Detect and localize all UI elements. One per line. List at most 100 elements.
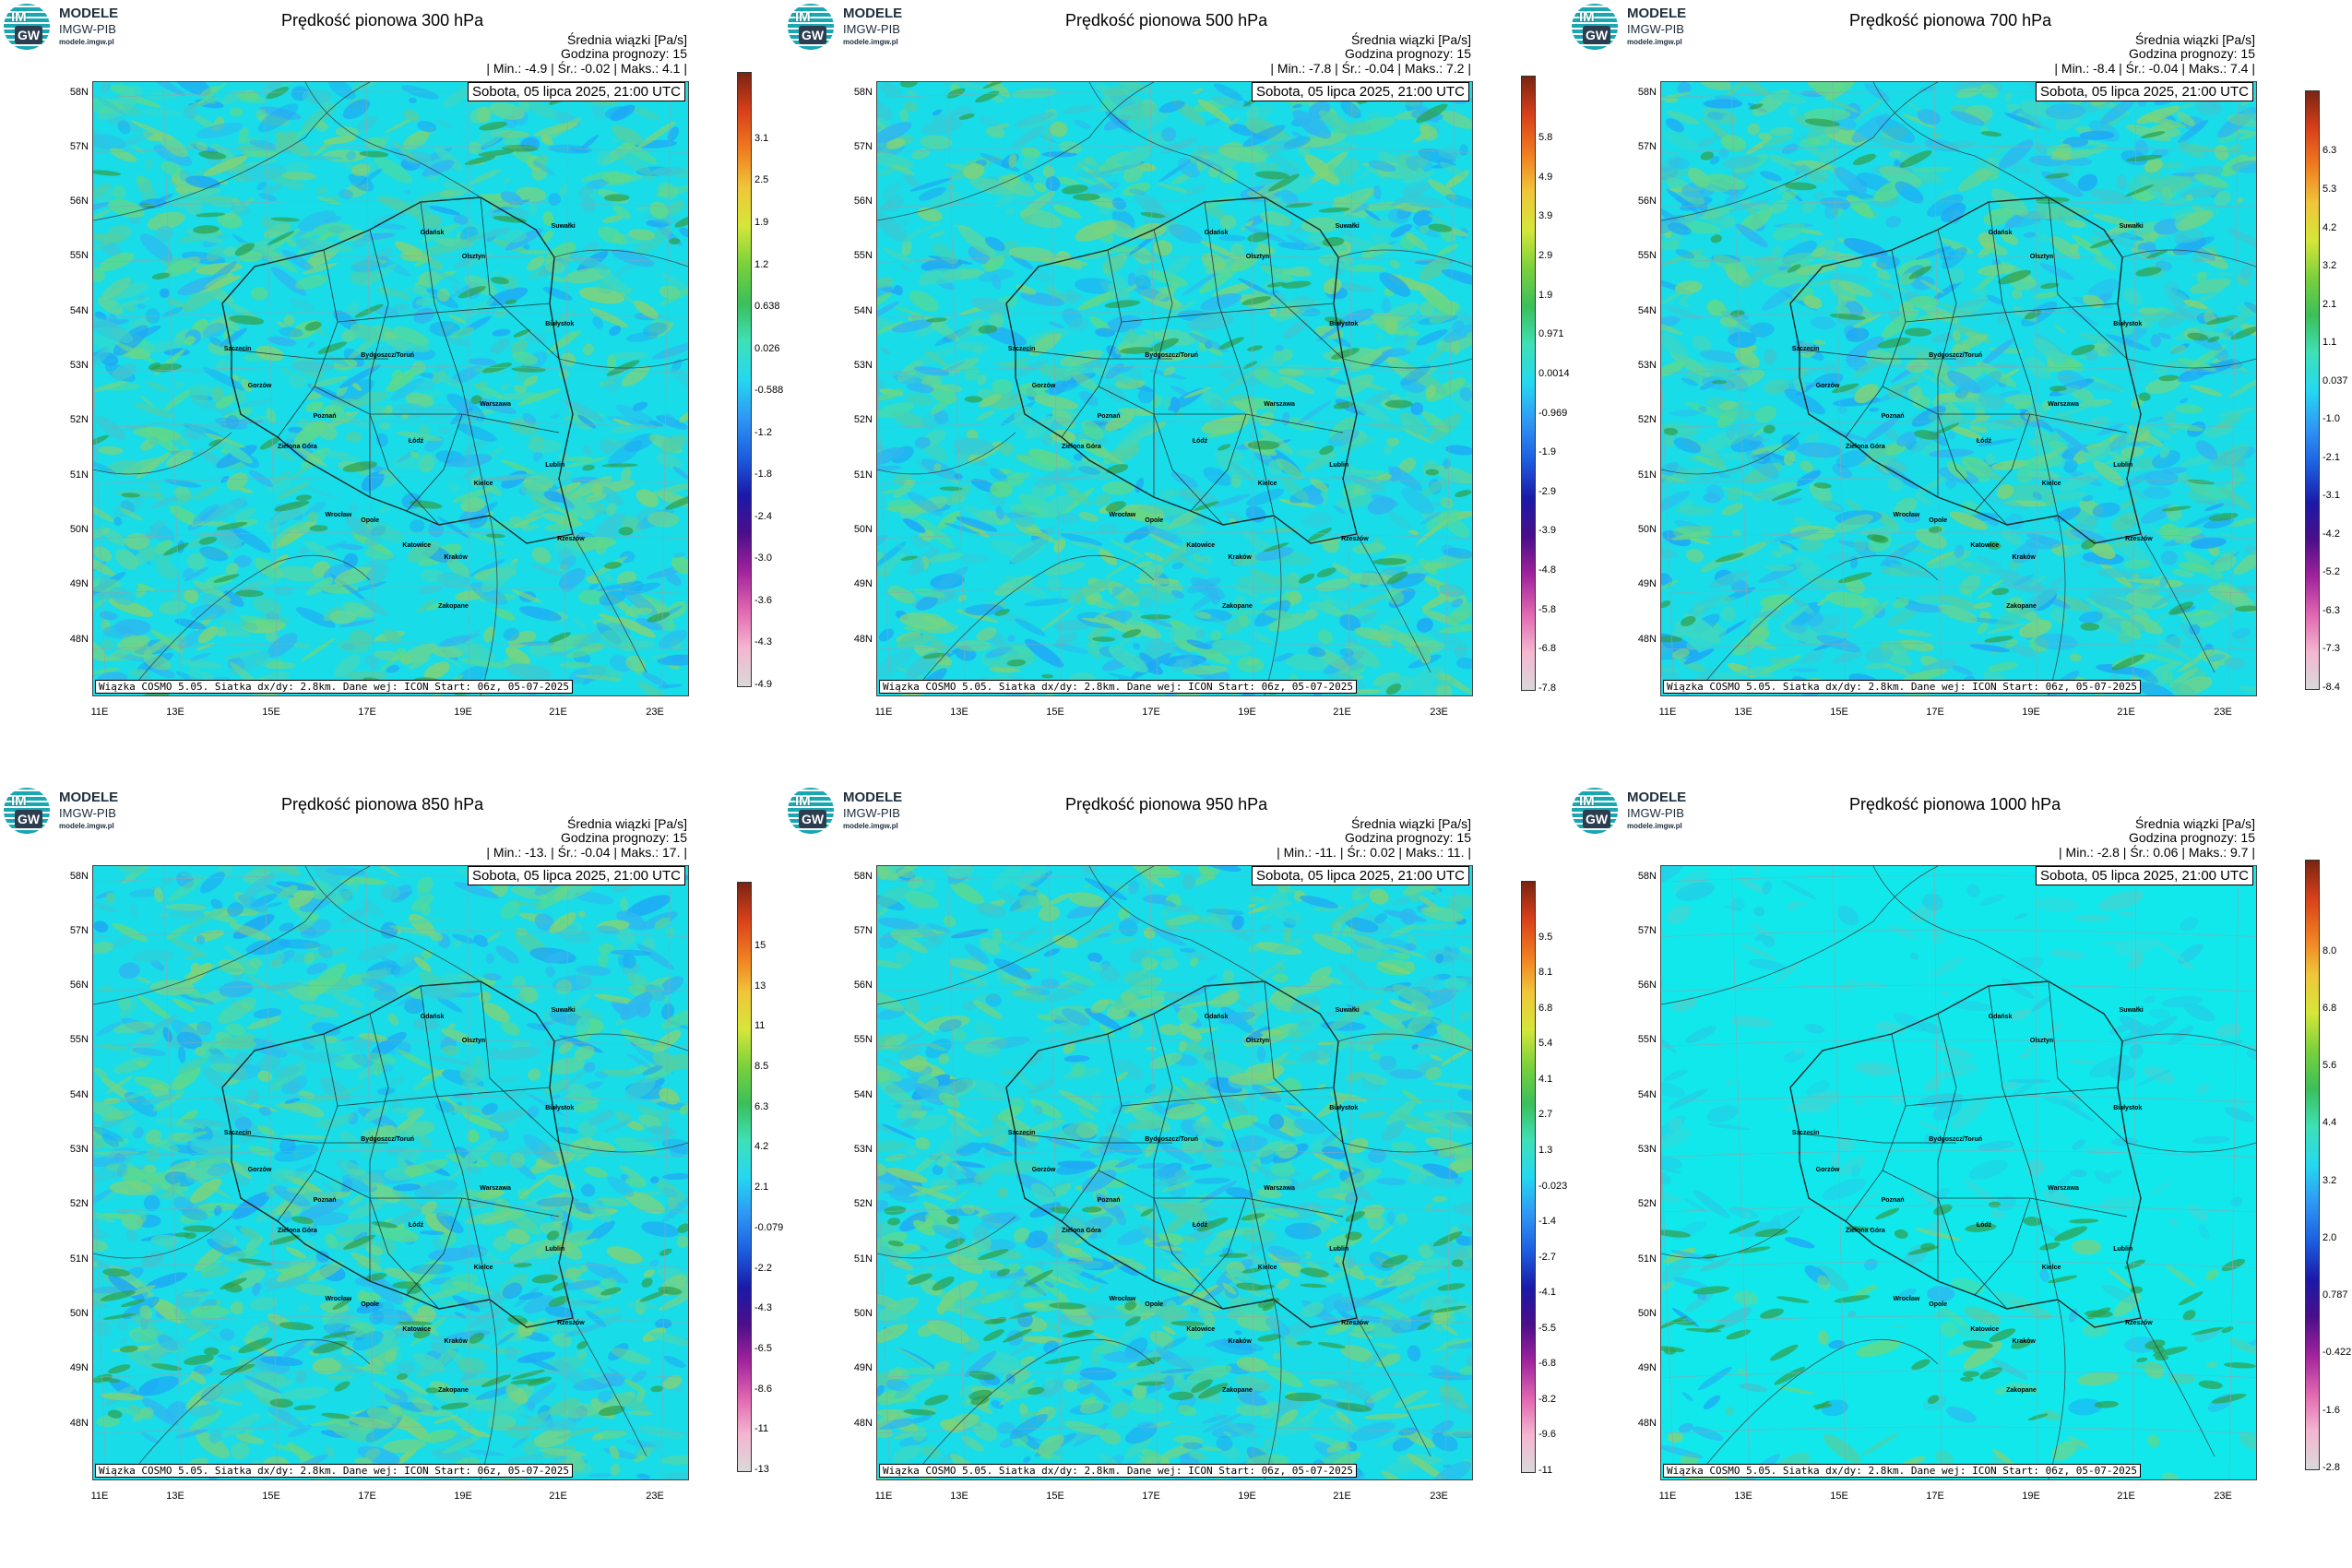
logo-im-text: IM [1579, 793, 1595, 809]
lat-label: 57N [69, 925, 89, 936]
lat-label: 49N [69, 578, 89, 589]
units-info: Średnia wiązki [Pa/s] Godzina prognozy: 1… [1345, 817, 1471, 845]
city-label-suwalki: Suwałki [551, 222, 576, 230]
map-area: Gdańsk Olsztyn Suwałki Szczecin Białystok Byd… [1660, 81, 2257, 696]
lat-label: 54N [853, 1089, 873, 1100]
stats-line: | Min.: -7.8 | Śr.: -0.04 | Maks.: 7.2 | [1270, 61, 1471, 76]
colorbar-tick-label: 1.9 [1538, 289, 1553, 301]
lat-label: 48N [853, 634, 873, 645]
colorbar-tick-label: 8.5 [754, 1061, 769, 1072]
colorbar-tick-label: -1.8 [754, 469, 772, 481]
lat-label: 48N [69, 634, 89, 645]
forecast-panel: IM GW MODELE IMGW-PIB modele.imgw.pl Prędkość… [784, 784, 1568, 1568]
colorbar [737, 882, 752, 1472]
units-info: Średnia wiązki [Pa/s] Godzina prognozy: 1… [561, 33, 687, 61]
city-label-bialystok: Białystok [2113, 1105, 2143, 1112]
city-label-poznan: Poznań [313, 1197, 337, 1205]
lat-label: 53N [853, 360, 873, 371]
forecast-hour: Godzina prognozy: 15 [1345, 46, 1471, 61]
logo-im-text: IM [795, 793, 811, 809]
logo-gw-text: GW [1583, 810, 1610, 828]
city-label-suwalki: Suwałki [1335, 1006, 1360, 1014]
lon-label: 11E [90, 1491, 109, 1502]
colorbar-tick-label: -1.0 [2322, 413, 2340, 425]
logo-im-text: IM [1579, 9, 1595, 25]
city-label-zielona-gora: Zielona Góra [277, 444, 317, 451]
colorbar-tick-label: -6.8 [1538, 1358, 1556, 1370]
city-label-opole: Opole [361, 1301, 380, 1309]
city-label-poznan: Poznań [1097, 413, 1121, 421]
city-label-wroclaw: Wrocław [1893, 1295, 1920, 1302]
city-label-warszawa: Warszawa [2048, 400, 2079, 408]
city-label-kielce: Kielce [2041, 1265, 2061, 1272]
lat-label: 58N [853, 871, 873, 882]
lat-label: 48N [1637, 1418, 1657, 1429]
colorbar-tick-label: -8.4 [2322, 682, 2340, 693]
logo-url: modele.imgw.pl [1627, 822, 1682, 830]
forecast-panel: IM GW MODELE IMGW-PIB modele.imgw.pl Prędkość… [1568, 0, 2352, 784]
logo-url: modele.imgw.pl [59, 38, 114, 46]
lon-label: 17E [1142, 1491, 1160, 1502]
logo-subtitle: IMGW-PIB [1627, 806, 1684, 820]
colorbar-tick-label: 2.5 [754, 174, 769, 186]
logo-subtitle: IMGW-PIB [59, 22, 116, 36]
forecast-panel: IM GW MODELE IMGW-PIB modele.imgw.pl Prędkość… [0, 0, 784, 784]
city-label-krakow: Kraków [1228, 1338, 1252, 1346]
lat-label: 52N [1637, 1198, 1657, 1209]
city-label-kielce: Kielce [473, 481, 493, 488]
city-label-opole: Opole [1929, 1301, 1948, 1309]
lat-label: 50N [1637, 1308, 1657, 1319]
city-label-lublin: Lublin [2113, 1246, 2133, 1253]
lat-label: 53N [1637, 1144, 1657, 1155]
colorbar-tick-label: -2.8 [2322, 1462, 2340, 1473]
imgw-logo: IM GW MODELE IMGW-PIB modele.imgw.pl [1572, 788, 1710, 836]
colorbar-tick-label: 0.0014 [1538, 367, 1570, 379]
colorbar-tick-label: 13 [754, 980, 766, 992]
colorbar-tick-label: -4.3 [754, 636, 772, 648]
lon-label: 21E [2117, 1491, 2135, 1502]
lat-label: 55N [69, 1034, 89, 1045]
lon-label: 23E [2214, 1491, 2232, 1502]
lon-label: 11E [874, 707, 893, 718]
lat-label: 51N [69, 1253, 89, 1265]
lat-label: 48N [69, 1418, 89, 1429]
city-label-rzeszow: Rzeszów [557, 536, 585, 543]
units-info: Średnia wiązki [Pa/s] Godzina prognozy: 1… [561, 817, 687, 845]
lon-label: 21E [2117, 707, 2135, 718]
lat-label: 49N [1637, 1362, 1657, 1373]
lat-label: 53N [69, 1144, 89, 1155]
lon-label: 13E [950, 707, 968, 718]
city-label-olsztyn: Olsztyn [1245, 1038, 1270, 1045]
city-label-lodz: Łódź [1976, 437, 1992, 445]
city-label-krakow: Kraków [444, 1338, 468, 1346]
colorbar-tick-label: 4.2 [754, 1141, 769, 1153]
city-label-rzeszow: Rzeszów [1341, 1320, 1369, 1327]
city-label-katowice: Katowice [1186, 541, 1216, 549]
imgw-logo: IM GW MODELE IMGW-PIB modele.imgw.pl [4, 788, 142, 836]
lon-label: 21E [1333, 707, 1351, 718]
logo-url: modele.imgw.pl [1627, 38, 1682, 46]
model-credit: Wiązka COSMO 5.05. Siatka dx/dy: 2.8km. … [1663, 680, 2141, 694]
city-label-lodz: Łódź [1976, 1221, 1992, 1229]
colorbar-tick-label: -13 [754, 1464, 769, 1475]
colorbar-tick-label: -3.1 [2322, 490, 2340, 502]
colorbar-tick-label: 2.0 [2322, 1231, 2337, 1243]
lat-label: 50N [69, 524, 89, 535]
city-label-gorzow: Gorzów [247, 1166, 272, 1173]
colorbar-tick-label: 1.9 [754, 216, 769, 228]
city-label-kielce: Kielce [2041, 481, 2061, 488]
colorbar-tick-label: -2.1 [2322, 451, 2340, 463]
vertical-velocity-field [877, 82, 1472, 695]
city-label-olsztyn: Olsztyn [1245, 254, 1270, 261]
logo-gw-text: GW [799, 810, 826, 828]
logo-subtitle: IMGW-PIB [843, 22, 900, 36]
city-label-gdansk: Gdańsk [1204, 1013, 1229, 1020]
lon-label: 13E [166, 707, 184, 718]
colorbar-tick-label: -9.6 [1538, 1429, 1556, 1441]
city-label-opole: Opole [361, 517, 380, 525]
city-label-wroclaw: Wrocław [1109, 511, 1136, 518]
colorbar-tick-label: 2.1 [754, 1182, 769, 1194]
lat-label: 56N [853, 980, 873, 991]
city-label-lublin: Lublin [2113, 462, 2133, 469]
stats-line: | Min.: -11. | Śr.: 0.02 | Maks.: 11. | [1277, 845, 1471, 860]
